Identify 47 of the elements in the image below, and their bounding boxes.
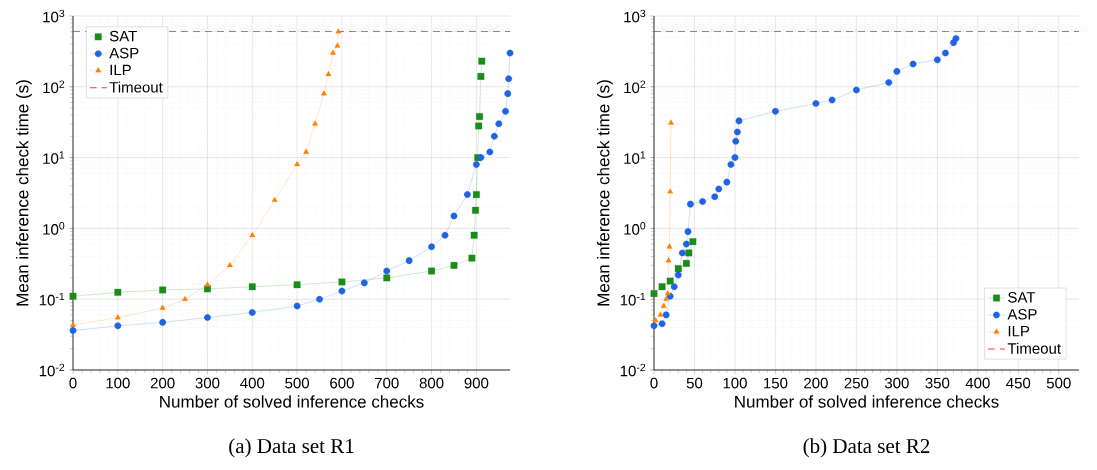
y-tick-label: 10$^{-2}$ [620,363,646,377]
y-tick-label: 10$^{2}$ [43,80,65,94]
x-tick-label: 250 [844,377,869,389]
text: (b) Data set R2 [803,438,930,458]
legend-label: ILP [1008,325,1030,337]
y-axis-title: Mean inference check time (s) [596,80,613,306]
x-tick-label: 700 [375,377,399,389]
x-tick-label: 300 [884,377,909,389]
x-tick-label: 500 [1046,377,1071,389]
y-tick-label: 10$^{-2}$ [39,363,65,377]
y-tick-label: 10$^{3}$ [43,9,65,23]
x-tick-label: 200 [804,377,828,389]
x-tick-label: 50 [686,377,703,389]
x-tick-label: 350 [925,377,950,389]
x-tick-label: 150 [764,377,788,389]
legend-label: SAT [1008,292,1036,303]
x-tick-label: 0 [650,377,658,389]
y-tick-label: 10$^{3}$ [624,9,646,23]
y-tick-label: 10$^{-1}$ [620,292,646,306]
y-tick-label: 10$^{0}$ [43,222,65,235]
y-tick-label: 10$^{1}$ [624,151,646,164]
legend-label: ILP [110,64,131,76]
legend-label: ASP [1007,309,1037,320]
x-tick-label: 800 [419,377,444,389]
x-tick-label: 300 [195,377,220,389]
x-axis-title: Number of solved inference checks [160,395,424,408]
x-tick-label: 100 [723,377,747,389]
x-tick-label: 600 [330,377,354,389]
x-axis-title: Number of solved inference checks [735,395,999,408]
x-tick-label: 0 [69,377,77,389]
x-tick-label: 450 [1006,377,1031,389]
text: (a) Data set R1 [229,438,354,458]
y-tick-label: 10$^{-1}$ [39,292,65,306]
y-axis-title: Mean inference check time (s) [16,80,32,306]
legend-label: Timeout [1007,342,1061,354]
x-tick-label: 400 [240,377,265,389]
legend-label: Timeout [109,81,163,93]
x-tick-label: 500 [285,377,310,389]
y-tick-label: 10$^{2}$ [624,80,646,94]
x-tick-label: 200 [150,377,175,389]
y-tick-label: 10$^{1}$ [43,151,65,164]
x-tick-label: 400 [965,377,990,389]
y-tick-label: 10$^{0}$ [624,222,646,235]
x-tick-label: 900 [464,377,489,389]
legend-label: ASP [109,47,139,59]
legend-label: SAT [109,30,137,42]
x-tick-label: 100 [106,377,130,389]
